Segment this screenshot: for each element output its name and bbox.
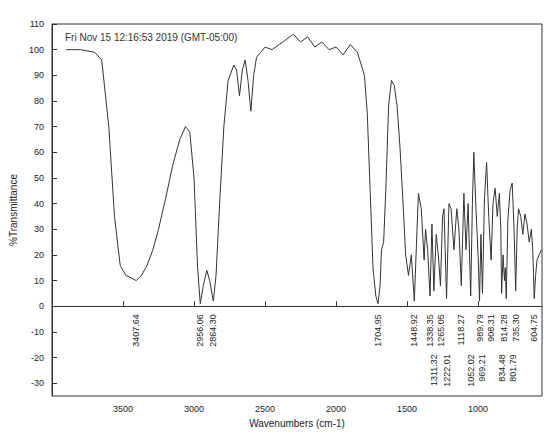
svg-text:20: 20 [34,250,44,260]
svg-text:1265.05: 1265.05 [436,314,446,347]
svg-text:2864.30: 2864.30 [208,314,218,347]
svg-text:100: 100 [29,45,44,55]
svg-text:10: 10 [34,276,44,286]
svg-text:1704.95: 1704.95 [373,314,383,347]
svg-text:-20: -20 [31,353,44,363]
svg-text:604.75: 604.75 [529,314,539,342]
svg-text:1000: 1000 [468,404,488,414]
svg-text:-30: -30 [31,378,44,388]
svg-text:908.31: 908.31 [486,314,496,342]
svg-text:50: 50 [34,173,44,183]
svg-text:1311.32: 1311.32 [429,354,439,386]
svg-text:0: 0 [39,301,44,311]
svg-text:1222.01: 1222.01 [442,354,452,387]
svg-text:834.48: 834.48 [497,354,507,382]
svg-text:735.30: 735.30 [511,314,521,342]
svg-text:30: 30 [34,224,44,234]
svg-text:801.79: 801.79 [508,354,518,382]
svg-text:3407.64: 3407.64 [131,314,141,347]
svg-text:80: 80 [34,96,44,106]
svg-text:70: 70 [34,122,44,132]
svg-text:814.28: 814.28 [499,314,509,342]
svg-text:1052.02: 1052.02 [466,354,476,387]
svg-text:40: 40 [34,199,44,209]
svg-text:%Transmittance: %Transmittance [8,174,19,246]
svg-text:1448.92: 1448.92 [409,314,419,347]
svg-text:989.79: 989.79 [475,314,485,342]
svg-text:2500: 2500 [255,404,275,414]
svg-text:2956.06: 2956.06 [195,314,205,347]
svg-text:Wavenumbers (cm-1): Wavenumbers (cm-1) [249,418,345,429]
svg-text:110: 110 [30,19,44,29]
svg-text:1338.35: 1338.35 [425,314,435,347]
svg-text:90: 90 [34,70,44,80]
svg-text:60: 60 [34,147,44,157]
svg-text:Fri Nov 15 12:16:53 2019 (GMT-: Fri Nov 15 12:16:53 2019 (GMT-05:00) [65,32,237,43]
svg-text:2000: 2000 [326,404,346,414]
svg-text:3500: 3500 [113,404,133,414]
svg-text:969.21: 969.21 [477,354,487,382]
svg-text:3000: 3000 [184,404,204,414]
svg-text:-10: -10 [31,327,44,337]
svg-text:1500: 1500 [397,404,417,414]
svg-text:1118.27: 1118.27 [456,314,466,345]
